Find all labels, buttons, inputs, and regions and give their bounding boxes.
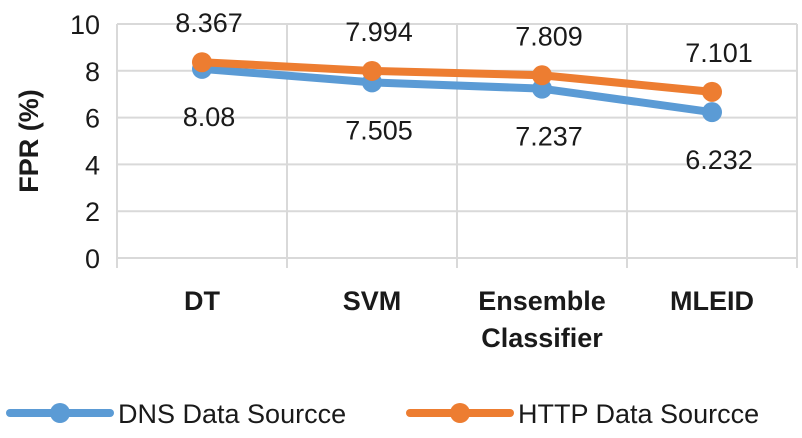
y-tick-label: 6 bbox=[85, 104, 100, 134]
data-label: 6.232 bbox=[685, 145, 753, 175]
series-line bbox=[198, 64, 716, 117]
legend-marker bbox=[450, 403, 470, 423]
data-point bbox=[362, 60, 382, 81]
data-point bbox=[532, 65, 552, 86]
x-tick-label: Classifier bbox=[481, 323, 603, 353]
data-label: 7.101 bbox=[685, 38, 753, 68]
data-labels: 8.08 7.505 7.237 6.232 8.367 7.994 7.809 7.101 bbox=[175, 8, 753, 175]
y-tick-label: 4 bbox=[85, 150, 100, 180]
y-tick-label: 10 bbox=[70, 10, 100, 40]
y-axis-ticks: 0 2 4 6 8 10 bbox=[70, 10, 100, 274]
data-point bbox=[702, 81, 722, 102]
x-tick-label: SVM bbox=[343, 286, 402, 316]
series-lines bbox=[192, 52, 722, 123]
data-point bbox=[192, 52, 212, 73]
data-label: 7.994 bbox=[345, 17, 413, 47]
data-label: 7.809 bbox=[515, 21, 583, 51]
data-label: 7.237 bbox=[515, 122, 583, 152]
y-tick-label: 0 bbox=[85, 244, 100, 274]
x-axis-ticks: DT SVM Ensemble Classifier MLEID bbox=[184, 286, 754, 353]
data-point bbox=[702, 102, 722, 123]
data-label: 8.367 bbox=[175, 8, 243, 38]
legend-label: HTTP Data Sourcce bbox=[518, 399, 759, 429]
data-label: 8.08 bbox=[183, 102, 236, 132]
data-label: 7.505 bbox=[345, 115, 413, 145]
series-line bbox=[198, 58, 716, 96]
x-tick-label: DT bbox=[184, 286, 220, 316]
y-axis-label: FPR (%) bbox=[14, 89, 44, 193]
y-tick-label: 8 bbox=[85, 57, 100, 87]
legend: DNS Data Sourcce HTTP Data Sourcce bbox=[6, 399, 759, 429]
legend-label: DNS Data Sourcce bbox=[118, 399, 346, 429]
x-tick-label: MLEID bbox=[670, 286, 754, 316]
y-tick-label: 2 bbox=[85, 197, 100, 227]
x-tick-label: Ensemble bbox=[478, 286, 606, 316]
legend-marker bbox=[50, 403, 70, 423]
